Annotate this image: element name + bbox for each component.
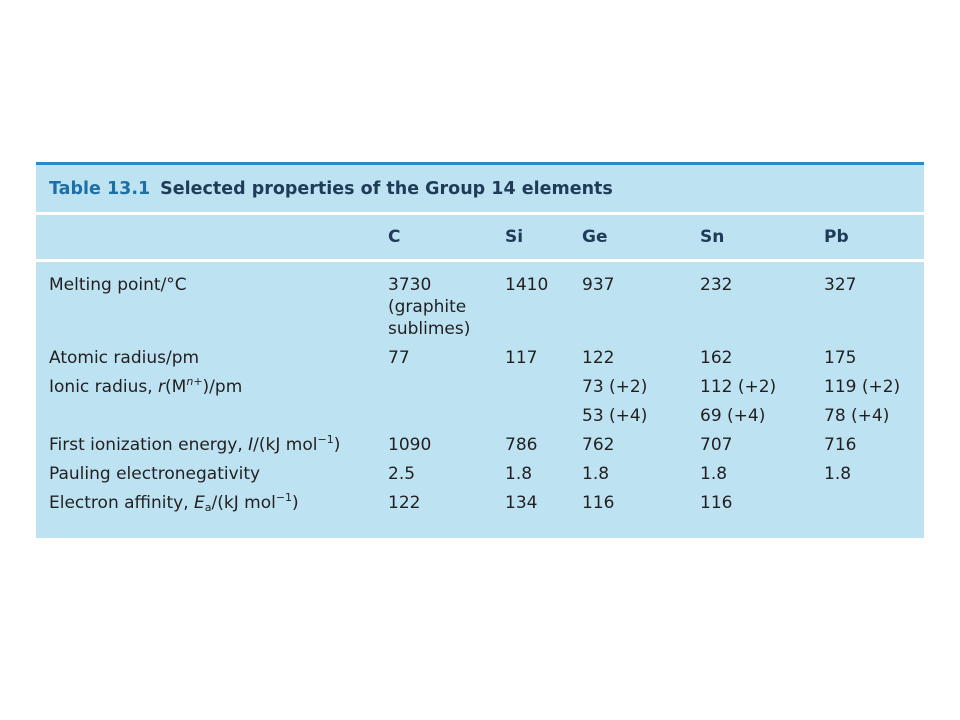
cell-sn: 162 — [700, 348, 733, 368]
row-label: Electron affinity, Ea/(kJ mol−1) — [49, 491, 299, 514]
table-row-ionic-radius-4: 53 (+4) 69 (+4) 78 (+4) — [36, 401, 924, 430]
row-label: Ionic radius, r(Mn+)/pm — [49, 375, 243, 397]
cell-si: 117 — [505, 348, 538, 368]
table-row-ionization-energy: First ionization energy, I/(kJ mol−1) 10… — [36, 430, 924, 459]
cell-pb: 175 — [824, 348, 857, 368]
cell-c — [376, 372, 493, 401]
cell-si: 1.8 — [505, 464, 533, 484]
cell-c: 122 — [388, 493, 421, 513]
header-cell-sn: Sn — [688, 215, 812, 262]
cell-si — [493, 372, 570, 401]
row-label: Melting point/°C — [49, 275, 187, 295]
properties-table: Table 13.1 Selected properties of the Gr… — [36, 162, 924, 538]
cell-c: 1090 — [388, 435, 432, 455]
header-cell-property — [36, 215, 376, 262]
header-row: C Si Ge Sn Pb — [36, 215, 924, 262]
cell-c: 2.5 — [388, 464, 416, 484]
header-cell-pb: Pb — [812, 215, 924, 262]
cell-ge: 116 — [582, 493, 615, 513]
cell-si: 134 — [505, 493, 538, 513]
cell-sn: 69 (+4) — [700, 406, 766, 426]
cell-sn: 112 (+2) — [700, 377, 777, 397]
row-label: First ionization energy, I/(kJ mol−1) — [49, 433, 341, 455]
header-cell-c: C — [376, 215, 493, 262]
table-row-electronegativity: Pauling electronegativity 2.5 1.8 1.8 1.… — [36, 459, 924, 488]
data-table: C Si Ge Sn Pb Melting point/°C 3730 (gra… — [36, 215, 924, 517]
cell-pb: 716 — [824, 435, 857, 455]
cell-pb: 327 — [824, 275, 857, 295]
cell-note: sublimes) — [388, 319, 471, 339]
cell-c: 3730 (graphite sublimes) — [376, 261, 493, 344]
table-row-melting-point: Melting point/°C 3730 (graphite sublimes… — [36, 261, 924, 344]
cell-si: 786 — [505, 435, 538, 455]
header-cell-si: Si — [493, 215, 570, 262]
cell-c — [376, 401, 493, 430]
cell-ge: 122 — [582, 348, 615, 368]
cell-pb: 78 (+4) — [824, 406, 890, 426]
table-title: Selected properties of the Group 14 elem… — [160, 178, 613, 199]
cell-ge: 53 (+4) — [582, 406, 648, 426]
cell-value: 3730 — [388, 275, 432, 295]
table-row-atomic-radius: Atomic radius/pm 77 117 122 162 175 — [36, 343, 924, 372]
cell-sn: 707 — [700, 435, 733, 455]
cell-si: 1410 — [505, 275, 549, 295]
row-label: Atomic radius/pm — [49, 348, 200, 368]
row-label — [36, 401, 376, 430]
cell-ge: 73 (+2) — [582, 377, 648, 397]
table-caption: Table 13.1 Selected properties of the Gr… — [36, 165, 924, 215]
cell-ge: 937 — [582, 275, 615, 295]
cell-pb: 1.8 — [824, 464, 852, 484]
table-row-ionic-radius: Ionic radius, r(Mn+)/pm 73 (+2) 112 (+2)… — [36, 372, 924, 401]
cell-pb: 119 (+2) — [824, 377, 901, 397]
cell-pb — [812, 488, 924, 517]
cell-c: 77 — [388, 348, 410, 368]
table-number: Table 13.1 — [49, 178, 151, 199]
cell-si — [493, 401, 570, 430]
cell-sn: 1.8 — [700, 464, 728, 484]
cell-ge: 762 — [582, 435, 615, 455]
table-row-electron-affinity: Electron affinity, Ea/(kJ mol−1) 122 134… — [36, 488, 924, 517]
header-cell-ge: Ge — [570, 215, 688, 262]
cell-sn: 232 — [700, 275, 733, 295]
row-label: Pauling electronegativity — [49, 464, 261, 484]
cell-sn: 116 — [700, 493, 733, 513]
cell-note: (graphite — [388, 297, 467, 317]
cell-ge: 1.8 — [582, 464, 610, 484]
